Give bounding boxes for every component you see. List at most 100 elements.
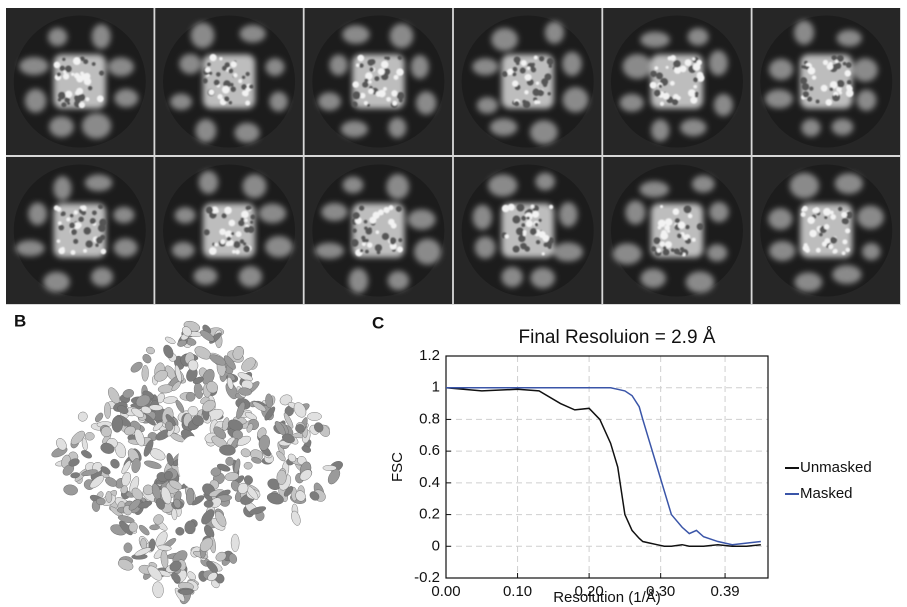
map-strand — [119, 520, 133, 536]
speck — [248, 84, 254, 90]
speck — [367, 59, 374, 66]
speck — [521, 215, 527, 221]
speck — [507, 203, 515, 211]
speck — [541, 252, 545, 256]
lobe — [708, 50, 728, 76]
speck — [692, 57, 696, 61]
lobe — [340, 120, 368, 138]
speck — [664, 218, 673, 226]
speck — [207, 62, 211, 67]
speck — [83, 77, 92, 86]
speck — [368, 80, 372, 84]
speck — [837, 206, 843, 212]
speck — [811, 75, 817, 80]
speck — [683, 205, 692, 214]
speck — [530, 67, 537, 73]
tile-blobs — [768, 172, 884, 292]
speck — [662, 248, 670, 256]
map-strand — [230, 533, 240, 553]
speck — [514, 101, 520, 107]
map-hole — [178, 436, 206, 488]
speck — [828, 244, 834, 250]
map-strand — [232, 345, 245, 360]
speck — [70, 228, 77, 235]
lobe — [691, 175, 715, 193]
speck — [684, 59, 692, 67]
lobe — [794, 272, 823, 292]
map-strand — [322, 465, 337, 471]
class-average — [6, 157, 154, 304]
speck — [802, 205, 808, 212]
map-strand — [165, 421, 174, 432]
map-strand — [175, 399, 185, 413]
speck — [520, 60, 527, 66]
speck — [375, 230, 380, 235]
speck — [58, 224, 65, 231]
y-tick-label: 0 — [432, 537, 440, 554]
lobe — [171, 242, 195, 259]
map-strand — [283, 486, 294, 497]
speck — [801, 83, 810, 91]
speck — [504, 234, 510, 239]
speck — [217, 94, 223, 100]
speck — [372, 211, 380, 219]
speck — [228, 219, 236, 227]
map-strand — [258, 434, 270, 451]
speck — [650, 70, 657, 78]
speck — [57, 221, 62, 226]
lobe — [234, 122, 260, 143]
speck — [388, 218, 395, 226]
lobe — [836, 29, 862, 47]
density-map — [51, 320, 343, 605]
speck — [377, 68, 385, 76]
map-strand — [216, 463, 231, 472]
speck — [834, 62, 842, 70]
x-tick-label: 0.39 — [710, 583, 739, 600]
speck — [674, 218, 680, 224]
speck — [693, 84, 698, 89]
speck — [669, 80, 675, 86]
map-strand — [215, 510, 227, 527]
speck — [842, 218, 849, 225]
speck — [544, 73, 552, 81]
speck — [532, 88, 541, 96]
lobe — [764, 89, 794, 109]
map-strand — [108, 387, 120, 404]
map-strand — [152, 421, 164, 432]
map-strand — [202, 399, 216, 412]
speck — [232, 249, 236, 254]
class-averages — [6, 8, 901, 305]
speck — [815, 99, 820, 104]
speck — [831, 54, 837, 61]
speck — [398, 238, 403, 243]
speck — [526, 66, 531, 70]
speck — [83, 59, 89, 65]
speck — [661, 233, 666, 237]
speck — [845, 228, 851, 234]
speck — [87, 86, 93, 91]
speck — [803, 65, 807, 70]
speck — [836, 79, 845, 88]
speck — [233, 241, 241, 248]
speck — [396, 68, 404, 76]
speck — [374, 244, 383, 252]
lobe — [857, 205, 884, 229]
lobe — [91, 24, 111, 49]
map-strand — [187, 571, 196, 581]
speck — [241, 210, 249, 219]
lobe — [685, 271, 715, 293]
lobe — [179, 53, 202, 75]
speck — [396, 92, 405, 100]
speck — [92, 210, 97, 216]
speck — [381, 232, 390, 241]
lobe — [619, 93, 644, 112]
map-strand — [131, 407, 144, 418]
speck — [829, 87, 834, 91]
speck — [809, 229, 817, 238]
lobe — [19, 57, 49, 75]
speck — [513, 56, 521, 64]
core-texture — [351, 54, 405, 109]
class-average — [752, 8, 900, 155]
map-strand — [149, 524, 160, 531]
